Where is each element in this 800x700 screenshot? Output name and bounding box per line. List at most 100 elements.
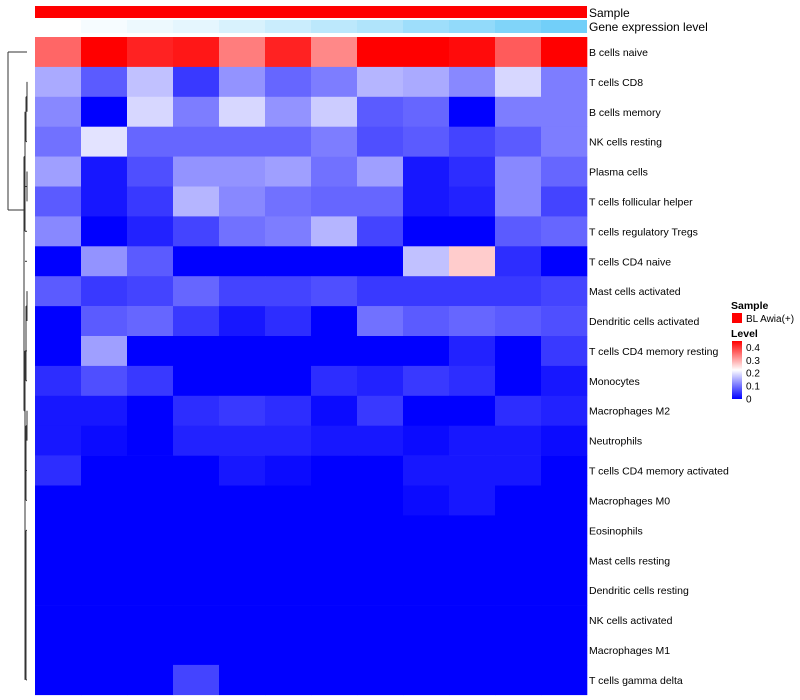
heatmap-cell: [403, 66, 450, 98]
heatmap-cell: [265, 216, 312, 247]
heatmap-cell: [403, 635, 450, 666]
row-label: Monocytes: [589, 376, 640, 388]
heatmap-cell: [219, 515, 266, 546]
heatmap-cell: [127, 485, 174, 516]
heatmap-cell: [403, 186, 450, 217]
heatmap-cell: [449, 306, 496, 337]
heatmap-cell: [449, 515, 496, 546]
heatmap-cell: [449, 365, 496, 397]
heatmap-cell: [173, 96, 220, 127]
heatmap-cell: [219, 216, 266, 247]
heatmap-cell: [541, 605, 588, 636]
heatmap-cell: [127, 635, 174, 666]
heatmap-cell: [173, 425, 220, 456]
heatmap-cell: [81, 66, 128, 98]
legend-level-ticks: 0.4 0.3 0.2 0.1 0: [742, 343, 760, 406]
heatmap-cell: [219, 156, 266, 187]
heatmap-cell: [127, 126, 174, 157]
heatmap-cell: [449, 425, 496, 456]
heatmap-cell: [173, 395, 220, 426]
row-dendrogram: [7, 51, 28, 681]
heatmap-cell: [127, 276, 174, 307]
heatmap-cell: [81, 485, 128, 516]
heatmap-cell: [311, 455, 358, 486]
heatmap-cell: [219, 575, 266, 606]
heatmap-cell: [541, 96, 588, 127]
heatmap-cell: [35, 455, 82, 486]
heatmap-cell: [35, 96, 82, 127]
heatmap-cell: [449, 156, 496, 187]
legend-level-tick-label: 0.3: [746, 356, 760, 367]
heatmap-cell: [127, 605, 174, 636]
heatmap-cell: [403, 216, 450, 247]
heatmap-cell: [127, 246, 174, 277]
annotation-gene-level-cell: [127, 20, 173, 33]
heatmap-cell: [265, 575, 312, 606]
heatmap-cell: [449, 66, 496, 98]
heatmap-cells: [35, 37, 588, 696]
heatmap-cell: [173, 485, 220, 516]
heatmap-cell: [35, 186, 82, 217]
heatmap-cell: [449, 276, 496, 307]
heatmap-cell: [219, 635, 266, 666]
heatmap-cell: [173, 276, 220, 307]
annotation-gene-level-cell: [311, 20, 357, 33]
heatmap-cell: [541, 515, 588, 546]
heatmap-cell: [265, 365, 312, 397]
heatmap-cell: [541, 425, 588, 456]
heatmap-cell: [35, 485, 82, 516]
heatmap-cell: [219, 664, 266, 696]
heatmap-cell: [35, 246, 82, 277]
heatmap-cell: [357, 545, 404, 576]
heatmap-cell: [403, 395, 450, 426]
heatmap-cell: [127, 664, 174, 696]
heatmap-cell: [449, 37, 496, 68]
heatmap-cell: [81, 126, 128, 157]
heatmap-cell: [357, 96, 404, 127]
heatmap-cell: [311, 395, 358, 426]
heatmap-cell: [311, 37, 358, 68]
heatmap-cell: [265, 126, 312, 157]
row-label: Macrophages M2: [589, 406, 670, 418]
row-label: Mast cells resting: [589, 555, 670, 567]
heatmap-cell: [495, 425, 542, 456]
heatmap-cell: [35, 425, 82, 456]
heatmap-cell: [357, 425, 404, 456]
heatmap-cell: [495, 365, 542, 397]
heatmap-cell: [173, 545, 220, 576]
legend-level-tick-label: 0: [746, 395, 752, 406]
heatmap-cell: [449, 545, 496, 576]
heatmap-cell: [81, 395, 128, 426]
heatmap-cell: [403, 336, 450, 367]
heatmap-cell: [449, 186, 496, 217]
heatmap-cell: [357, 306, 404, 337]
heatmap-cell: [81, 455, 128, 486]
row-label: Macrophages M0: [589, 495, 670, 507]
heatmap-cell: [127, 66, 174, 98]
heatmap-cell: [403, 515, 450, 546]
annotation-gene-level-cell: [219, 20, 265, 33]
heatmap-cell: [403, 545, 450, 576]
heatmap-cell: [219, 395, 266, 426]
heatmap-cell: [311, 306, 358, 337]
heatmap-cell: [173, 216, 220, 247]
annotation-gene-level-cell: [403, 20, 449, 33]
row-label: T cells regulatory Tregs: [589, 226, 698, 238]
heatmap-cell: [541, 37, 588, 68]
heatmap-cell: [541, 216, 588, 247]
heatmap-cell: [173, 126, 220, 157]
heatmap-cell: [357, 186, 404, 217]
heatmap-cell: [495, 664, 542, 696]
row-label: NK cells activated: [589, 615, 673, 627]
heatmap-cell: [403, 246, 450, 277]
heatmap-cell: [311, 216, 358, 247]
heatmap-cell: [35, 605, 82, 636]
heatmap-cell: [449, 485, 496, 516]
heatmap-cell: [127, 306, 174, 337]
heatmap-cell: [219, 126, 266, 157]
heatmap-cell: [219, 66, 266, 98]
row-label: T cells CD4 naive: [589, 256, 671, 268]
annotation-gene-level-cell: [265, 20, 311, 33]
heatmap-cell: [127, 336, 174, 367]
row-label: T cells gamma delta: [589, 675, 683, 687]
